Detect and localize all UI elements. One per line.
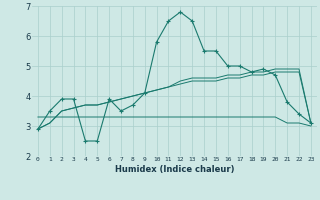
X-axis label: Humidex (Indice chaleur): Humidex (Indice chaleur) (115, 165, 234, 174)
